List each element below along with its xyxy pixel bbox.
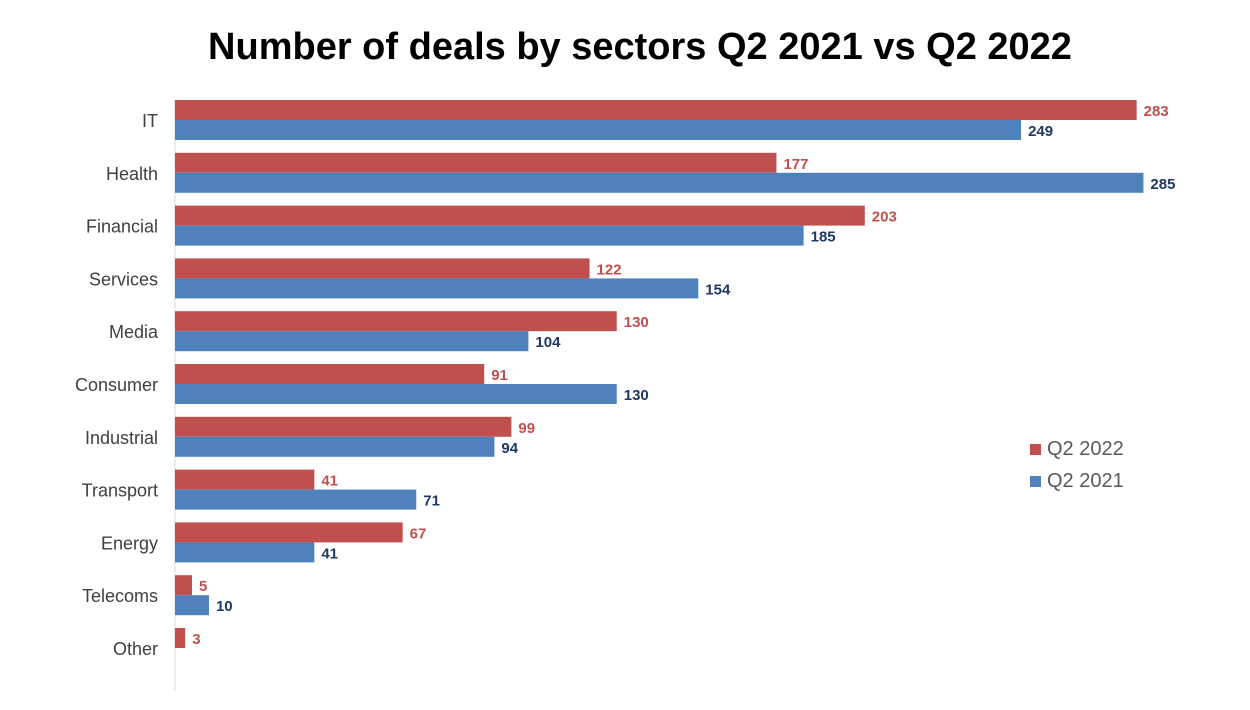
category-label-transport: Transport (82, 481, 158, 501)
chart-title: Number of deals by sectors Q2 2021 vs Q2… (208, 26, 1072, 68)
bar-q2-2022-consumer (175, 364, 485, 384)
bar-q2-2022-services (175, 258, 590, 279)
data-label-q2-2021-consumer: 130 (624, 387, 649, 404)
bar-q2-2022-other (175, 628, 186, 648)
data-label-q2-2022-transport: 41 (321, 473, 338, 490)
bar-q2-2022-health (175, 152, 777, 173)
data-label-q2-2021-transport: 71 (423, 493, 440, 510)
bar-q2-2022-it (175, 100, 1137, 120)
category-label-telecoms: Telecoms (82, 586, 158, 606)
data-label-q2-2022-other: 3 (192, 631, 200, 648)
data-label-q2-2022-media: 130 (624, 314, 649, 331)
bar-q2-2022-energy (175, 522, 403, 543)
bar-q2-2022-media (175, 311, 617, 332)
data-label-q2-2022-energy: 67 (410, 525, 427, 542)
data-label-q2-2022-consumer: 91 (491, 367, 508, 384)
category-label-media: Media (109, 322, 159, 342)
legend-swatch-q2-2022 (1030, 443, 1041, 455)
legend-item-q2-2022: Q2 2022 (1030, 433, 1124, 465)
legend-label-q2-2022: Q2 2022 (1047, 437, 1124, 460)
bar-q2-2021-telecoms (175, 595, 209, 616)
data-label-q2-2022-health: 177 (783, 156, 808, 173)
bar-q2-2021-services (175, 278, 699, 299)
data-label-q2-2021-services: 154 (705, 281, 731, 298)
data-label-q2-2021-health: 285 (1150, 176, 1175, 193)
data-label-q2-2021-industrial: 94 (501, 440, 518, 457)
data-label-q2-2022-financial: 203 (872, 209, 897, 226)
bar-q2-2021-financial (175, 225, 804, 246)
data-label-q2-2021-it: 249 (1028, 123, 1053, 140)
category-label-energy: Energy (101, 533, 158, 553)
data-label-q2-2021-financial: 185 (811, 229, 836, 246)
bar-q2-2022-transport (175, 469, 315, 490)
category-label-financial: Financial (86, 217, 158, 237)
category-label-industrial: Industrial (85, 428, 158, 448)
category-label-consumer: Consumer (75, 375, 158, 395)
category-label-other: Other (113, 639, 158, 659)
chart-legend: Q2 2022 Q2 2021 (1030, 433, 1124, 497)
category-label-services: Services (89, 269, 158, 289)
legend-swatch-q2-2021 (1030, 475, 1041, 487)
data-label-q2-2022-services: 122 (597, 261, 622, 278)
bar-q2-2021-consumer (175, 384, 617, 404)
data-label-q2-2021-energy: 41 (321, 545, 338, 562)
bar-q2-2022-telecoms (175, 575, 192, 596)
data-label-q2-2021-telecoms: 10 (216, 598, 233, 615)
data-label-q2-2022-telecoms: 5 (199, 578, 207, 595)
bar-q2-2021-media (175, 331, 529, 352)
data-label-q2-2021-media: 104 (535, 334, 561, 351)
legend-label-q2-2021: Q2 2021 (1047, 469, 1124, 492)
bar-q2-2021-health (175, 172, 1144, 193)
bar-q2-2021-energy (175, 542, 315, 563)
bar-q2-2022-financial (175, 205, 865, 226)
bar-q2-2021-it (175, 120, 1022, 140)
data-label-q2-2022-it: 283 (1144, 103, 1169, 120)
category-label-it: IT (142, 111, 158, 131)
category-label-health: Health (106, 164, 158, 184)
legend-item-q2-2021: Q2 2021 (1030, 465, 1124, 497)
data-label-q2-2022-industrial: 99 (518, 420, 535, 437)
bar-q2-2021-industrial (175, 436, 495, 457)
bar-q2-2021-transport (175, 489, 417, 510)
bar-q2-2022-industrial (175, 416, 512, 437)
